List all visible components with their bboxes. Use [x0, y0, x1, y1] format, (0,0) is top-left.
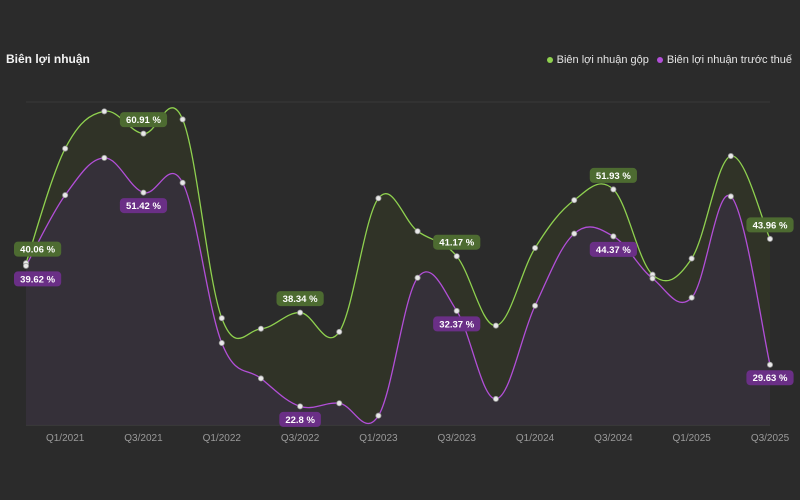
pretax-margin-point	[62, 192, 69, 199]
gross-margin-data-label: 41.17 %	[433, 234, 481, 250]
legend-label-gross-margin: Biên lợi nhuận gộp	[556, 54, 649, 66]
svg-text:41.17 %: 41.17 %	[439, 238, 474, 249]
gross-margin-point	[140, 130, 147, 137]
x-tick-label: Q3/2023	[438, 433, 477, 444]
pretax-margin-point	[140, 189, 147, 196]
svg-text:40.06 %: 40.06 %	[20, 245, 55, 256]
gross-margin-point	[336, 328, 343, 335]
pretax-margin-point	[257, 375, 264, 382]
gross-margin-point	[179, 116, 186, 123]
svg-text:43.96 %: 43.96 %	[753, 220, 788, 231]
pretax-margin-point	[22, 262, 29, 269]
gross-margin-point	[218, 315, 225, 322]
legend-item-pretax-margin[interactable]: Biên lợi nhuận trước thuế	[656, 54, 792, 66]
svg-text:22.8 %: 22.8 %	[285, 415, 315, 426]
gross-margin-data-label: 43.96 %	[746, 217, 794, 233]
pretax-margin-point	[688, 294, 695, 301]
pretax-margin-line	[25, 157, 771, 425]
pretax-margin-point	[767, 361, 774, 368]
svg-text:51.42 %: 51.42 %	[126, 201, 161, 212]
legend-dot-pretax-margin	[656, 57, 663, 63]
x-tick-label: Q1/2023	[359, 433, 398, 444]
pretax-margin-data-label: 22.8 %	[279, 411, 321, 427]
gross-margin-point	[767, 235, 774, 242]
gross-margin-point	[688, 255, 695, 262]
gross-margin-point	[62, 145, 69, 152]
gross-margin-point	[297, 309, 304, 316]
gross-margin-point	[727, 153, 734, 160]
x-tick-label: Q1/2025	[672, 433, 711, 444]
pretax-margin-data-label: 29.63 %	[746, 370, 794, 386]
pretax-margin-point	[218, 340, 225, 347]
x-tick-label: Q1/2022	[203, 433, 242, 444]
gross-margin-data-label: 60.91 %	[119, 112, 168, 128]
pretax-margin-point	[453, 307, 460, 314]
pretax-margin-data-label: 39.62 %	[14, 271, 62, 287]
x-tick-label: Q1/2021	[46, 433, 85, 444]
gross-margin-point	[492, 322, 499, 329]
x-tick-label: Q1/2024	[516, 433, 555, 444]
chart-title: Biên lợi nhuận	[6, 52, 90, 66]
margin-gap-band	[26, 107, 770, 424]
legend-item-gross-margin[interactable]: Biên lợi nhuận gộp	[546, 54, 649, 66]
pretax-margin-point	[297, 403, 304, 410]
gross-margin-point	[610, 186, 617, 193]
pretax-margin-area	[26, 157, 770, 425]
pretax-margin-point	[336, 400, 343, 407]
pretax-margin-point	[610, 233, 617, 240]
gross-margin-point	[375, 195, 382, 202]
svg-text:51.93 %: 51.93 %	[596, 171, 631, 182]
svg-text:29.63 %: 29.63 %	[753, 373, 788, 384]
gross-margin-point	[532, 244, 539, 251]
svg-text:44.37 %: 44.37 %	[596, 245, 631, 256]
pretax-margin-point	[101, 154, 108, 161]
pretax-margin-point	[414, 274, 421, 281]
pretax-margin-point	[571, 230, 578, 237]
legend-dot-gross-margin	[546, 57, 553, 63]
gross-margin-data-label: 51.93 %	[589, 167, 637, 183]
gross-margin-point	[257, 325, 264, 332]
pretax-margin-point	[727, 193, 734, 200]
pretax-margin-point	[375, 412, 382, 419]
pretax-margin-point	[179, 179, 186, 186]
x-tick-label: Q3/2021	[124, 433, 163, 444]
gross-margin-point	[101, 108, 108, 115]
chart-legend: Biên lợi nhuận gộp Biên lợi nhuận trước …	[546, 54, 792, 66]
pretax-margin-point	[649, 275, 656, 282]
legend-label-pretax-margin: Biên lợi nhuận trước thuế	[666, 54, 792, 66]
x-tick-label: Q3/2025	[751, 433, 790, 444]
gross-margin-point	[414, 228, 421, 235]
gross-margin-point	[453, 253, 460, 260]
x-tick-label: Q3/2022	[281, 433, 320, 444]
gross-margin-data-label: 38.34 %	[276, 291, 324, 307]
gross-margin-data-label: 40.06 %	[14, 241, 62, 257]
pretax-margin-point	[532, 302, 539, 309]
svg-text:39.62 %: 39.62 %	[20, 274, 55, 285]
svg-text:32.37 %: 32.37 %	[439, 319, 474, 330]
x-tick-label: Q3/2024	[594, 433, 633, 444]
svg-text:38.34 %: 38.34 %	[283, 294, 318, 305]
pretax-margin-data-label: 44.37 %	[589, 241, 637, 257]
pretax-margin-point	[492, 395, 499, 402]
pretax-margin-data-label: 32.37 %	[433, 316, 481, 332]
gross-margin-point	[571, 197, 578, 204]
pretax-margin-data-label: 51.42 %	[119, 198, 168, 214]
svg-text:60.91 %: 60.91 %	[126, 115, 161, 126]
